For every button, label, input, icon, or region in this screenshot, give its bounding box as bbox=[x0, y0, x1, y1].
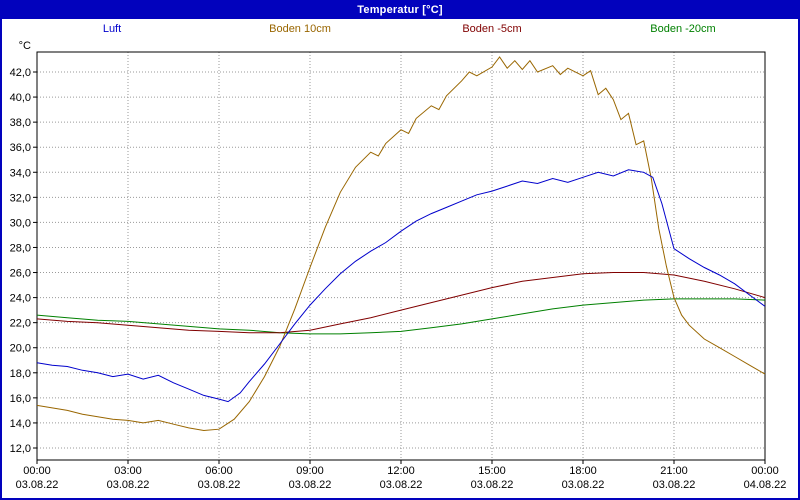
x-axis-time-label: 18:00 bbox=[569, 465, 597, 477]
x-axis-date-label: 03.08.22 bbox=[289, 479, 332, 491]
x-axis-time-label: 12:00 bbox=[387, 465, 415, 477]
y-axis-label: 22,0 bbox=[10, 318, 31, 330]
y-axis-label: 30,0 bbox=[10, 217, 31, 229]
x-axis-time-label: 03:00 bbox=[114, 465, 142, 477]
x-axis-time-label: 00:00 bbox=[23, 465, 51, 477]
y-axis-unit-label: °C bbox=[19, 40, 31, 52]
x-axis-date-label: 03.08.22 bbox=[653, 479, 696, 491]
x-axis-date-label: 03.08.22 bbox=[562, 479, 605, 491]
y-axis-label: 26,0 bbox=[10, 268, 31, 280]
legend-item-boden-minus5cm: Boden -5cm bbox=[462, 23, 522, 35]
x-axis-date-label: 03.08.22 bbox=[107, 479, 150, 491]
y-axis-label: 12,0 bbox=[10, 443, 31, 455]
series-line-boden-20cm bbox=[36, 298, 766, 335]
x-axis-date-label: 03.08.22 bbox=[16, 479, 59, 491]
y-axis-label: 40,0 bbox=[10, 92, 31, 104]
x-axis-time-label: 09:00 bbox=[296, 465, 324, 477]
plot-area: 12,0 14,0 16,0 18,0 20,0 22,0 24,0 26,0 28,0 30,0… bbox=[2, 40, 798, 498]
plot-border bbox=[36, 51, 766, 461]
y-axis-label: 20,0 bbox=[10, 343, 31, 355]
x-axis-time-label: 21:00 bbox=[660, 465, 688, 477]
legend: Luft Boden 10cm Boden -5cm Boden -20cm bbox=[2, 19, 798, 40]
x-axis-date-label: 03.08.22 bbox=[198, 479, 241, 491]
x-axis-date-label: 03.08.22 bbox=[380, 479, 423, 491]
x-axis-time-label: 06:00 bbox=[205, 465, 233, 477]
y-axis-label: 16,0 bbox=[10, 393, 31, 405]
y-axis-label: 18,0 bbox=[10, 368, 31, 380]
legend-item-boden-minus20cm: Boden -20cm bbox=[650, 23, 716, 35]
x-axis-time-label: 15:00 bbox=[478, 465, 506, 477]
y-axis-label: 32,0 bbox=[10, 192, 31, 204]
series-line-boden-5cm bbox=[36, 272, 766, 334]
y-axis-label: 42,0 bbox=[10, 67, 31, 79]
y-axis-label: 28,0 bbox=[10, 242, 31, 254]
series-line-boden-10cm bbox=[36, 56, 766, 432]
temperature-chart: 12,0 14,0 16,0 18,0 20,0 22,0 24,0 26,0 28,0 30,0… bbox=[10, 40, 787, 491]
x-axis-date-label: 04.08.22 bbox=[744, 479, 787, 491]
x-axis-date-label: 03.08.22 bbox=[471, 479, 514, 491]
x-axis-time-label: 00:00 bbox=[751, 465, 779, 477]
y-axis-label: 34,0 bbox=[10, 167, 31, 179]
y-axis-label: 38,0 bbox=[10, 117, 31, 129]
series-line-luft bbox=[36, 169, 766, 403]
legend-item-luft: Luft bbox=[102, 23, 122, 35]
legend-item-boden-10cm: Boden 10cm bbox=[269, 23, 331, 35]
y-axis-label: 36,0 bbox=[10, 142, 31, 154]
y-axis-label: 14,0 bbox=[10, 418, 31, 430]
y-axis-label: 24,0 bbox=[10, 293, 31, 305]
chart-title: Temperatur [°C] bbox=[2, 2, 798, 19]
